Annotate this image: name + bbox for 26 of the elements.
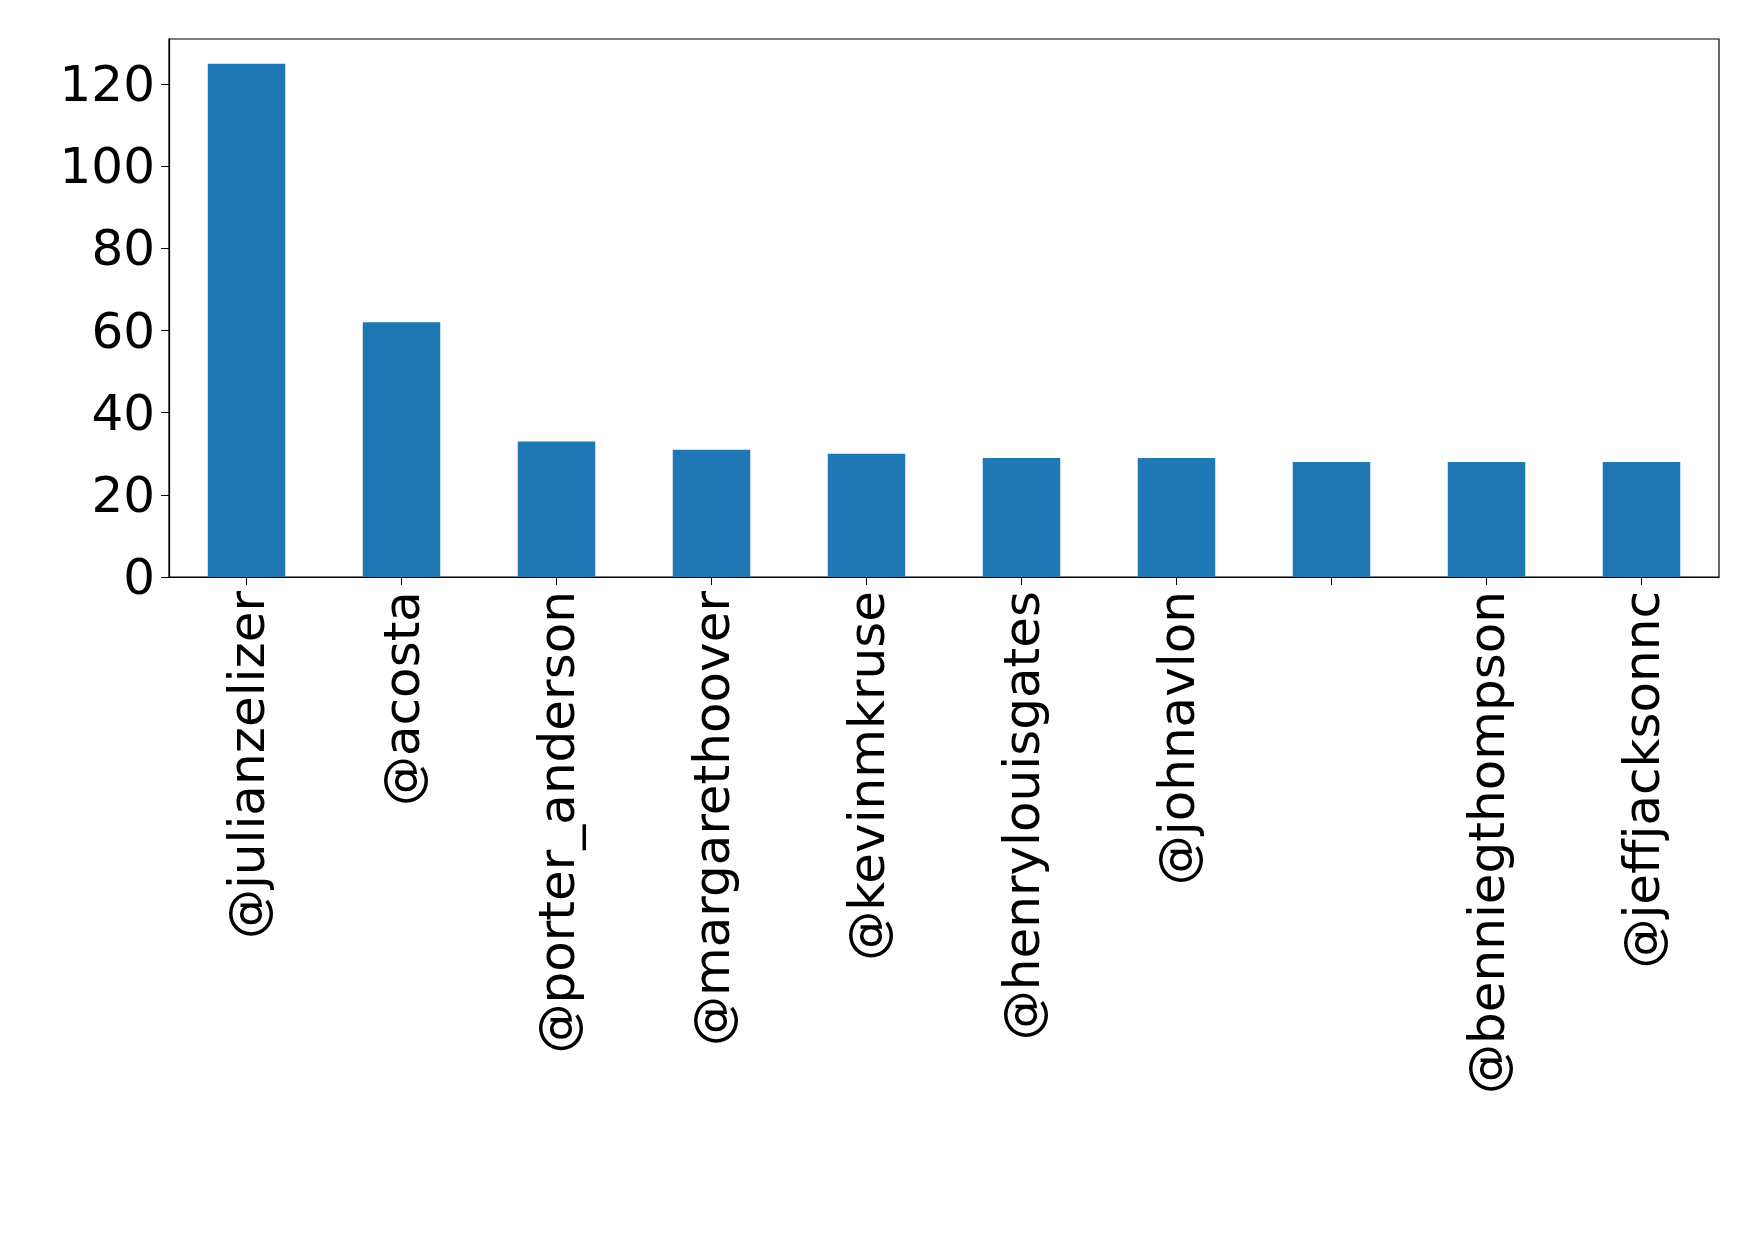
bar [517, 441, 596, 577]
x-tick-label: @julianzelizer [217, 590, 276, 940]
bar [1447, 462, 1526, 577]
bar [982, 457, 1061, 577]
x-tick-label: @acosta [372, 591, 431, 807]
bar [362, 322, 441, 577]
bar [207, 63, 286, 577]
y-tick-label: 80 [91, 219, 155, 278]
x-tick-label: @jeffjacksonnc [1612, 591, 1671, 969]
x-tick-label: @kevinmkruse [837, 591, 896, 961]
x-tick-label: @johnavlon [1147, 591, 1206, 886]
bar [1137, 457, 1216, 577]
y-tick-label: 100 [59, 137, 155, 196]
bar [1602, 462, 1681, 577]
y-tick-label: 40 [91, 383, 155, 442]
x-tick-label: @porter_anderson [527, 591, 586, 1054]
y-tick-label: 0 [123, 548, 155, 606]
x-tick-label: @benniegthompson [1457, 591, 1516, 1094]
x-tick-label: @henrylouisgates [992, 591, 1051, 1041]
x-tick-label: @margarethoover [682, 590, 741, 1047]
y-tick-label: 20 [91, 465, 155, 524]
y-tick-label: 60 [91, 301, 155, 360]
bar [672, 449, 751, 577]
bar [1292, 462, 1371, 577]
bar [827, 453, 906, 577]
y-tick-label: 120 [59, 55, 155, 114]
